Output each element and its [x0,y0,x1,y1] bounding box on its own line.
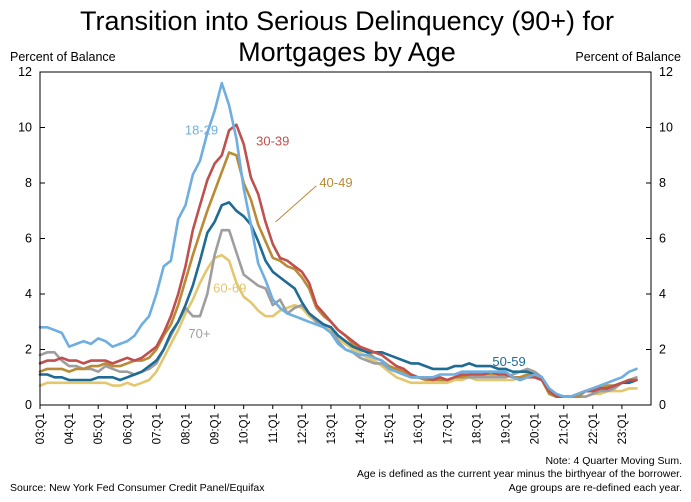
y-axis-label-left: Percent of Balance [10,50,116,64]
y-tick-label-left: 4 [25,287,32,301]
chart-title-line-1: Transition into Serious Delinquency (90+… [80,6,614,36]
note-line-3: Age groups are re-defined each year. [509,482,682,494]
y-tick-label-right: 6 [659,232,666,246]
y-tick-label-left: 0 [25,398,32,412]
y-tick-label-right: 4 [659,287,666,301]
x-tick-label: 11:Q1 [268,413,280,443]
note-line-1: Note: 4 Quarter Moving Sum. [545,455,682,467]
y-tick-label-right: 10 [659,121,673,135]
y-axis-left: 0 2 4 6 8 10 12 [18,65,45,412]
x-tick-label: 16:Q1 [413,413,425,444]
note-line-2: Age is defined as the current year minus… [357,468,682,480]
series-label-60-69: 60-69 [213,280,246,295]
y-tick-label-left: 10 [18,121,32,135]
series-lines [38,81,638,399]
series-label-70plus: 70+ [188,326,210,341]
x-tick-label: 10:Q1 [239,413,251,444]
x-tick-label: 23:Q1 [617,413,629,444]
series-line-50-59 [38,201,638,399]
x-tick-label: 21:Q1 [559,413,571,444]
chart-title-line-2: Mortgages by Age [238,37,456,67]
series-line-30-39 [38,123,638,399]
x-tick-label: 09:Q1 [210,413,222,444]
x-tick-label: 05:Q1 [93,413,105,444]
x-tick-label: 07:Q1 [151,413,163,444]
x-tick-label: 12:Q1 [297,413,309,444]
y-tick-label-right: 0 [659,398,666,412]
x-tick-label: 08:Q1 [180,413,192,444]
x-tick-label: 19:Q1 [501,413,513,444]
plot-area-frame [39,71,652,406]
x-tick-label: 13:Q1 [326,413,338,444]
x-tick-label: 06:Q1 [122,413,134,444]
x-tick-label: 18:Q1 [471,413,483,444]
x-tick-label: 22:Q1 [588,413,600,444]
series-label-18-29: 18-29 [185,122,218,137]
x-axis: 03:Q1 04:Q1 05:Q1 06:Q1 07:Q1 08:Q1 09:Q1 10:Q1… [35,405,629,444]
series-label-leader-40-49 [275,185,317,223]
x-tick-label: 20:Q1 [530,413,542,444]
y-axis-label-right: Percent of Balance [575,50,681,64]
series-line-18-29 [38,81,638,399]
series-labels: 18-29 30-39 40-49 50-59 60-69 70+ [185,122,526,369]
x-tick-label: 14:Q1 [355,413,367,444]
y-tick-label-right: 12 [659,65,673,79]
y-tick-label-left: 12 [18,65,32,79]
y-tick-label-left: 2 [25,343,32,357]
y-tick-label-left: 6 [25,232,32,246]
series-line-70plus [38,228,638,399]
y-tick-label-right: 2 [659,343,666,357]
y-tick-label-right: 8 [659,176,666,190]
x-tick-label: 04:Q1 [64,413,76,444]
x-tick-label: 03:Q1 [35,413,47,444]
series-label-40-49: 40-49 [319,175,352,190]
source-note: Source: New York Fed Consumer Credit Pan… [10,482,265,494]
series-label-50-59: 50-59 [492,354,525,369]
y-axis-right: 0 2 4 6 8 10 12 [646,65,673,412]
y-tick-label-left: 8 [25,176,32,190]
chart-title: Transition into Serious Delinquency (90+… [80,6,614,67]
series-label-30-39: 30-39 [256,133,289,148]
x-tick-label: 15:Q1 [384,413,396,444]
x-tick-label: 17:Q1 [442,413,454,444]
